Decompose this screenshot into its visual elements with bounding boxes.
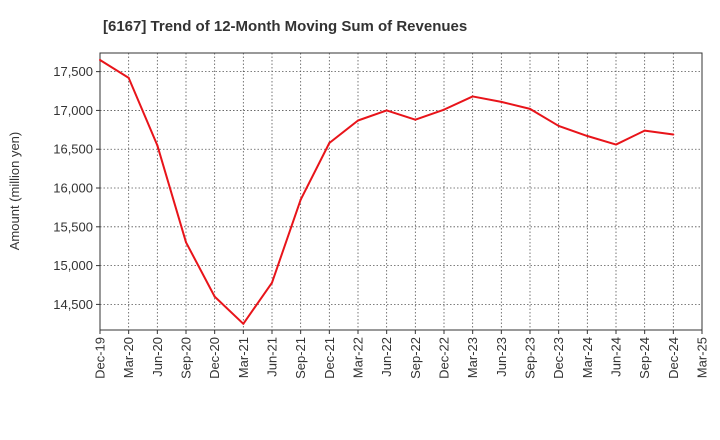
x-tick-label: Mar-23 bbox=[465, 337, 480, 378]
data-point bbox=[615, 143, 617, 146]
data-point bbox=[357, 119, 359, 122]
y-tick-label: 15,000 bbox=[53, 258, 93, 273]
x-tick-label: Dec-19 bbox=[93, 337, 108, 379]
x-tick-label: Dec-22 bbox=[437, 337, 452, 379]
x-tick-label: Mar-20 bbox=[121, 337, 136, 378]
series-layer bbox=[99, 58, 675, 325]
data-point bbox=[471, 95, 474, 98]
x-tick-label: Sep-24 bbox=[637, 337, 652, 379]
x-tick-label: Jun-20 bbox=[150, 337, 165, 377]
data-point bbox=[156, 144, 159, 147]
x-tick-label: Mar-22 bbox=[351, 337, 366, 378]
data-point bbox=[500, 100, 503, 103]
x-tick-label: Sep-22 bbox=[408, 337, 423, 379]
data-point bbox=[443, 108, 445, 111]
y-tick-label: 16,500 bbox=[53, 142, 93, 157]
data-point bbox=[328, 142, 331, 145]
x-tick-label: Mar-25 bbox=[695, 337, 710, 378]
x-tick-label: Sep-23 bbox=[523, 337, 538, 379]
x-tick-label: Jun-23 bbox=[494, 337, 509, 377]
data-point bbox=[586, 135, 589, 138]
x-tick-label: Mar-24 bbox=[580, 337, 595, 378]
x-tick-label: Mar-21 bbox=[236, 337, 251, 378]
data-point bbox=[185, 241, 187, 244]
data-point bbox=[672, 133, 675, 136]
data-point bbox=[557, 124, 560, 127]
x-tick-label: Sep-21 bbox=[293, 337, 308, 379]
data-point bbox=[271, 281, 273, 284]
x-tick-label: Dec-20 bbox=[207, 337, 222, 379]
y-tick-label: 17,000 bbox=[53, 103, 93, 118]
x-tick-label: Jun-21 bbox=[265, 337, 280, 377]
x-tick-label: Sep-20 bbox=[179, 337, 194, 379]
y-tick-label: 14,500 bbox=[53, 297, 93, 312]
data-point bbox=[213, 295, 216, 298]
data-point bbox=[242, 322, 245, 325]
data-point bbox=[385, 109, 388, 112]
y-tick-label: 16,000 bbox=[53, 181, 93, 196]
data-point bbox=[127, 76, 130, 79]
data-point bbox=[99, 58, 101, 61]
data-point bbox=[529, 107, 531, 110]
data-point bbox=[299, 198, 302, 201]
grid bbox=[100, 53, 702, 330]
x-tick-label: Dec-23 bbox=[551, 337, 566, 379]
y-tick-label: 17,500 bbox=[53, 64, 93, 79]
plot-frame bbox=[99, 52, 703, 331]
chart-title: [6167] Trend of 12-Month Moving Sum of R… bbox=[103, 18, 467, 35]
y-tick-label: 15,500 bbox=[53, 219, 93, 234]
x-tick-label: Jun-24 bbox=[609, 337, 624, 377]
data-point bbox=[643, 129, 646, 132]
x-tick-label: Dec-24 bbox=[666, 337, 681, 379]
x-axis: Dec-19 Mar-20 Jun-20 Sep-20 Dec-20 Mar-21 Jun-… bbox=[93, 330, 710, 379]
x-tick-label: Jun-22 bbox=[379, 337, 394, 377]
data-point bbox=[414, 118, 417, 121]
y-axis-label: Amount (million yen) bbox=[7, 132, 22, 251]
y-axis: 14,500 15,000 15,500 16,000 16,500 17,000 17,5… bbox=[53, 64, 100, 312]
x-tick-label: Dec-21 bbox=[322, 337, 337, 379]
